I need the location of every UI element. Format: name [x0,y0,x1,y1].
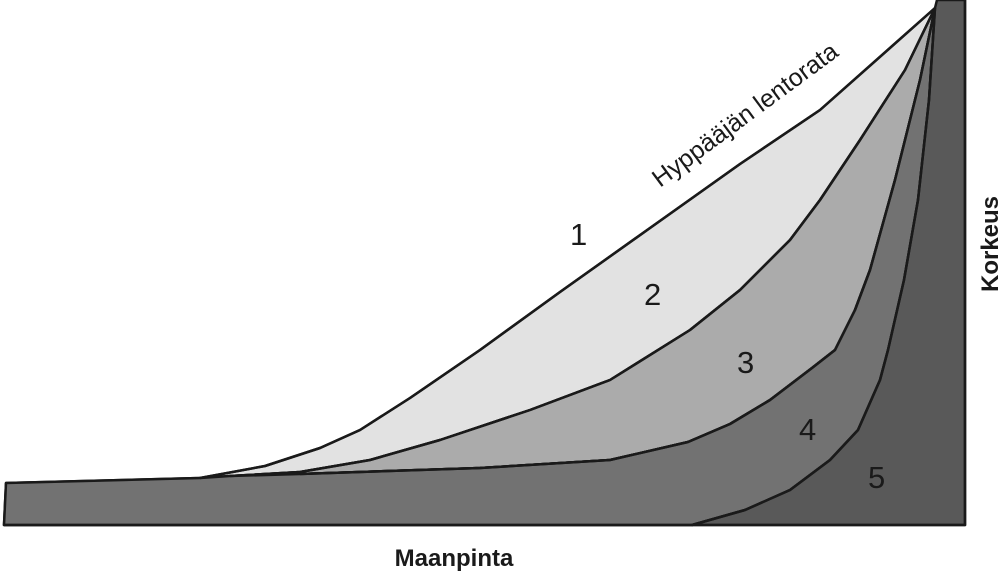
region-label-4: 4 [799,412,816,447]
region-label-5: 5 [868,460,885,495]
curve-3-line [299,7,937,476]
y-axis-label: Korkeus [977,196,1000,292]
region-label-3: 3 [737,345,754,380]
ground-line [4,0,967,527]
x-axis-label: Maanpinta [395,545,514,572]
curve-2-line [229,7,937,478]
jumper-trajectory-line [199,7,936,480]
region-label-2: 2 [644,277,661,312]
curve-4-line [691,7,937,527]
region-label-1: 1 [570,217,587,252]
